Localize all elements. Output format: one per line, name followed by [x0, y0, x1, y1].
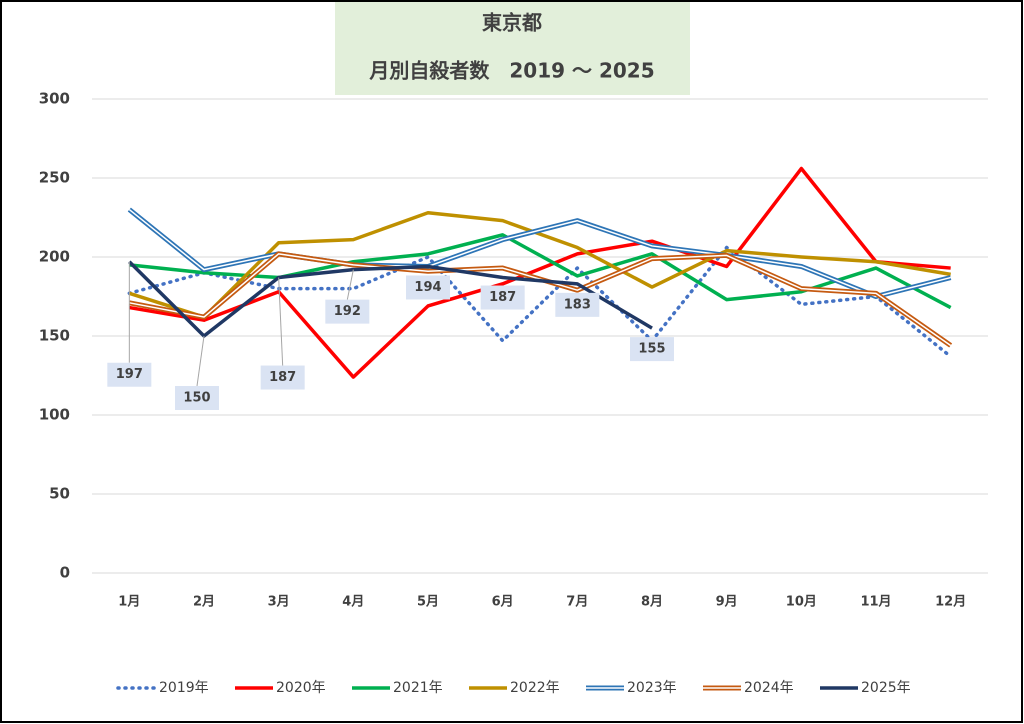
- data-label: 155: [638, 342, 665, 357]
- data-label-box: [555, 292, 600, 317]
- x-tick-label: 9月: [716, 595, 738, 610]
- data-label: 183: [564, 297, 591, 312]
- data-label-box: [260, 365, 305, 390]
- x-tick-label: 7月: [566, 595, 588, 610]
- legend-label: 2024年: [744, 680, 794, 696]
- y-tick-label: 100: [39, 406, 70, 424]
- chart-title: 東京都: [482, 11, 542, 35]
- x-tick-label: 11月: [860, 595, 891, 610]
- data-label-box: [107, 362, 152, 387]
- line: [128, 260, 653, 338]
- y-tick-label: 0: [60, 564, 70, 582]
- x-tick-label: 3月: [268, 595, 290, 610]
- data-label-box: [630, 337, 674, 362]
- data-label-box: [480, 285, 525, 310]
- legend-label: 2025年: [861, 680, 911, 696]
- data-label-box: [175, 386, 219, 410]
- leader-line: [196, 335, 205, 387]
- data-label: 150: [183, 391, 210, 406]
- legend-label: 2020年: [276, 680, 326, 696]
- x-tick-label: 2月: [193, 595, 215, 610]
- line: [129, 166, 951, 379]
- x-tick-label: 10月: [786, 595, 817, 610]
- leader-line: [278, 277, 284, 366]
- x-tick-label: 12月: [935, 595, 966, 610]
- x-tick-label: 4月: [342, 595, 364, 610]
- legend-label: 2022年: [510, 680, 560, 696]
- y-tick-label: 250: [39, 169, 70, 187]
- x-tick-label: 6月: [492, 595, 514, 610]
- chart-subtitle: 月別自殺者数 2019 ～ 2025: [368, 59, 654, 83]
- y-tick-label: 50: [49, 485, 70, 503]
- leader-line: [346, 269, 354, 300]
- legend-label: 2019年: [159, 680, 209, 696]
- data-label: 194: [414, 280, 441, 295]
- x-tick-label: 8月: [641, 595, 663, 610]
- legend-label: 2021年: [393, 680, 443, 696]
- line-inner: [128, 209, 951, 298]
- data-label: 187: [489, 290, 516, 305]
- x-tick-label: 1月: [118, 595, 140, 610]
- x-tick-label: 5月: [417, 595, 439, 610]
- data-label: 197: [116, 367, 143, 382]
- y-tick-label: 150: [39, 327, 70, 345]
- data-label: 187: [269, 370, 296, 385]
- y-tick-label: 300: [39, 90, 70, 108]
- y-tick-label: 200: [39, 248, 70, 266]
- data-label: 192: [334, 304, 361, 319]
- legend-label: 2023年: [627, 680, 677, 696]
- title-box: [335, 2, 690, 95]
- data-label-box: [325, 299, 370, 324]
- data-label-box: [406, 275, 450, 300]
